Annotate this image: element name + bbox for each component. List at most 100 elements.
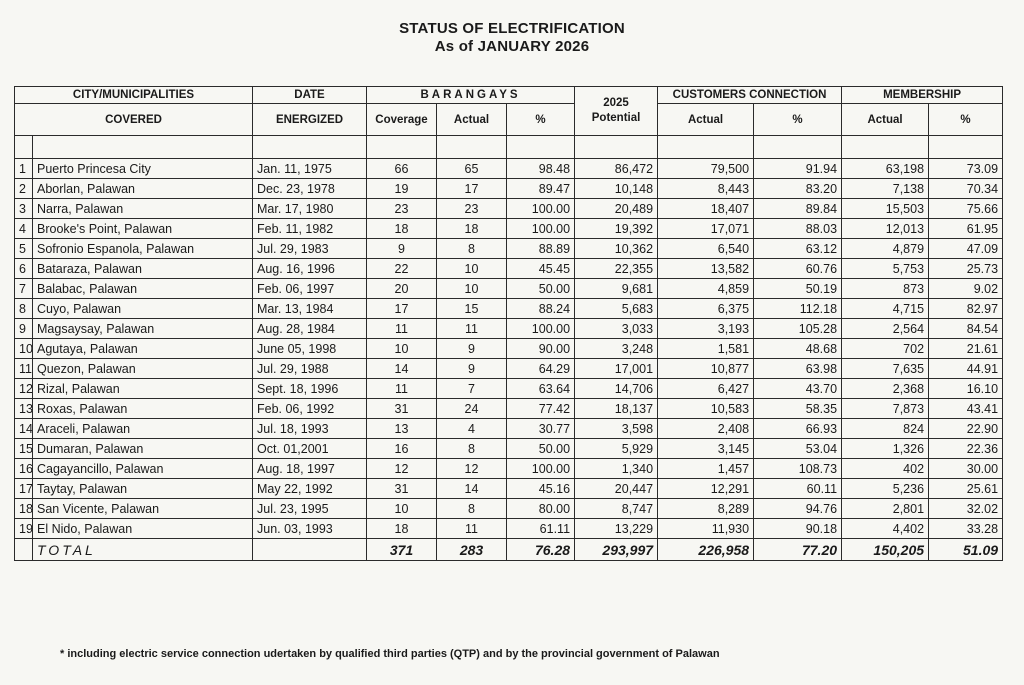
membership-percent: 33.28 xyxy=(928,518,1004,539)
barangay-percent: 88.89 xyxy=(505,238,576,259)
total-row: TOTAL 371 283 76.28 293,997 226,958 77.2… xyxy=(14,538,1004,561)
membership-actual: 5,236 xyxy=(841,478,930,499)
membership-percent: 30.00 xyxy=(928,458,1004,479)
barangay-coverage: 11 xyxy=(366,318,437,339)
municipality-name: Dumaran, Palawan xyxy=(32,438,253,459)
date-energized: Jan. 11, 1975 xyxy=(252,158,367,179)
barangay-actual: 23 xyxy=(436,198,507,219)
membership-actual: 15,503 xyxy=(841,198,930,219)
table-row: 12 Rizal, Palawan Sept. 18, 1996 11 7 63.64 14… xyxy=(14,378,1004,399)
barangay-actual: 9 xyxy=(436,358,507,379)
barangay-percent: 63.64 xyxy=(505,378,576,399)
barangay-coverage: 14 xyxy=(366,358,437,379)
barangay-percent: 98.48 xyxy=(505,158,576,179)
row-index: 1 xyxy=(14,158,33,179)
customers-actual: 12,291 xyxy=(657,478,755,499)
header-customers-percent: % xyxy=(753,103,843,136)
electrification-table: CITY/MUNICIPALITIES DATE BARANGAYS 2025 … xyxy=(14,86,1004,561)
table-row: 8 Cuyo, Palawan Mar. 13, 1984 17 15 88.24 5,68… xyxy=(14,298,1004,319)
table-row: 19 El Nido, Palawan Jun. 03, 1993 18 11 61.11… xyxy=(14,518,1004,539)
date-energized: June 05, 1998 xyxy=(252,338,367,359)
municipality-name: Agutaya, Palawan xyxy=(32,338,253,359)
barangay-actual: 12 xyxy=(436,458,507,479)
row-index: 19 xyxy=(14,518,33,539)
municipality-name: Cuyo, Palawan xyxy=(32,298,253,319)
barangay-actual: 4 xyxy=(436,418,507,439)
barangay-percent: 88.24 xyxy=(505,298,576,319)
header-potential: 2025 Potential xyxy=(574,86,659,136)
customers-percent: 53.04 xyxy=(753,438,843,459)
membership-actual: 402 xyxy=(841,458,930,479)
table-row: 6 Bataraza, Palawan Aug. 16, 1996 22 10 45.45… xyxy=(14,258,1004,279)
municipality-name: El Nido, Palawan xyxy=(32,518,253,539)
customers-actual: 10,583 xyxy=(657,398,755,419)
barangay-coverage: 20 xyxy=(366,278,437,299)
header-membership: MEMBERSHIP xyxy=(841,86,1004,104)
barangay-coverage: 18 xyxy=(366,218,437,239)
table-row: 9 Magsaysay, Palawan Aug. 28, 1984 11 11 100.… xyxy=(14,318,1004,339)
customers-actual: 8,443 xyxy=(657,178,755,199)
total-index-cell xyxy=(14,538,33,561)
barangay-percent: 77.42 xyxy=(505,398,576,419)
barangay-actual: 8 xyxy=(436,498,507,519)
spacer-cell xyxy=(928,135,1004,159)
barangay-coverage: 19 xyxy=(366,178,437,199)
header-barangays: BARANGAYS xyxy=(365,86,576,104)
row-index: 6 xyxy=(14,258,33,279)
barangay-coverage: 10 xyxy=(366,338,437,359)
header-potential-label: Potential xyxy=(591,112,641,124)
customers-actual: 3,145 xyxy=(657,438,755,459)
barangay-coverage: 23 xyxy=(366,198,437,219)
total-membership-actual: 150,205 xyxy=(841,538,930,561)
membership-percent: 22.90 xyxy=(928,418,1004,439)
municipality-name: Taytay, Palawan xyxy=(32,478,253,499)
customers-actual: 79,500 xyxy=(657,158,755,179)
barangay-actual: 10 xyxy=(436,258,507,279)
row-index: 13 xyxy=(14,398,33,419)
spacer-cell xyxy=(505,135,576,159)
header-customers-connection: CUSTOMERS CONNECTION xyxy=(657,86,843,104)
date-energized: Dec. 23, 1978 xyxy=(252,178,367,199)
table-row: 10 Agutaya, Palawan June 05, 1998 10 9 90.00 3… xyxy=(14,338,1004,359)
date-energized: Jul. 18, 1993 xyxy=(252,418,367,439)
header-barangay-actual: Actual xyxy=(436,103,507,136)
row-index: 9 xyxy=(14,318,33,339)
barangay-actual: 11 xyxy=(436,518,507,539)
membership-percent: 16.10 xyxy=(928,378,1004,399)
barangay-percent: 100.00 xyxy=(505,318,576,339)
date-energized: May 22, 1992 xyxy=(252,478,367,499)
barangay-coverage: 9 xyxy=(366,238,437,259)
membership-percent: 32.02 xyxy=(928,498,1004,519)
spacer-cell xyxy=(436,135,507,159)
header-membership-actual: Actual xyxy=(841,103,930,136)
municipality-name: Roxas, Palawan xyxy=(32,398,253,419)
date-energized: Mar. 13, 1984 xyxy=(252,298,367,319)
potential-2025: 20,489 xyxy=(574,198,659,219)
barangay-actual: 7 xyxy=(436,378,507,399)
barangay-actual: 10 xyxy=(436,278,507,299)
municipality-name: Sofronio Espanola, Palawan xyxy=(32,238,253,259)
customers-actual: 17,071 xyxy=(657,218,755,239)
barangay-percent: 100.00 xyxy=(505,458,576,479)
table-row: 15 Dumaran, Palawan Oct. 01,2001 16 8 50.00 5,… xyxy=(14,438,1004,459)
table-row: 3 Narra, Palawan Mar. 17, 1980 23 23 100.00 20… xyxy=(14,198,1004,219)
membership-actual: 4,715 xyxy=(841,298,930,319)
potential-2025: 17,001 xyxy=(574,358,659,379)
customers-percent: 60.11 xyxy=(753,478,843,499)
date-energized: Feb. 11, 1982 xyxy=(252,218,367,239)
membership-percent: 43.41 xyxy=(928,398,1004,419)
potential-2025: 8,747 xyxy=(574,498,659,519)
customers-percent: 66.93 xyxy=(753,418,843,439)
date-energized: Jul. 29, 1983 xyxy=(252,238,367,259)
membership-percent: 21.61 xyxy=(928,338,1004,359)
customers-actual: 13,582 xyxy=(657,258,755,279)
customers-actual: 4,859 xyxy=(657,278,755,299)
customers-percent: 58.35 xyxy=(753,398,843,419)
header-energized: ENERGIZED xyxy=(252,103,367,136)
date-energized: Mar. 17, 1980 xyxy=(252,198,367,219)
date-energized: Aug. 18, 1997 xyxy=(252,458,367,479)
customers-actual: 2,408 xyxy=(657,418,755,439)
document-subtitle: As of JANUARY 2026 xyxy=(434,38,590,55)
customers-percent: 83.20 xyxy=(753,178,843,199)
barangay-actual: 18 xyxy=(436,218,507,239)
